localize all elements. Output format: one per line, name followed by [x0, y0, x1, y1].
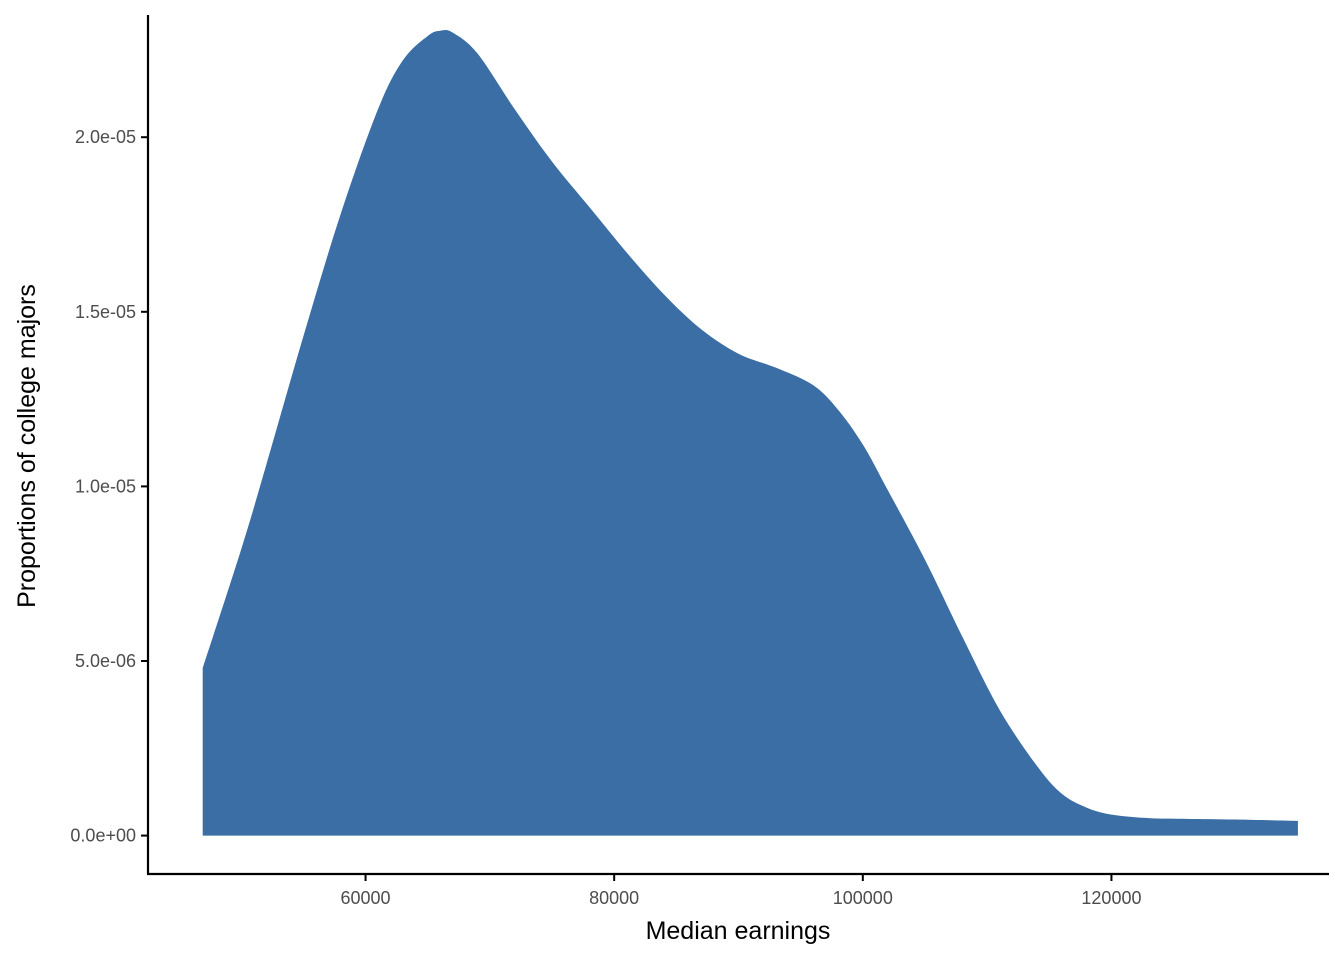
density-area [202, 29, 1298, 836]
y-axis-ticks: 0.0e+00 5.0e-06 1.0e-05 1.5e-05 2.0e-05 [70, 127, 148, 846]
x-axis-title: Median earnings [646, 917, 831, 945]
x-tick-label: 120000 [1081, 888, 1141, 908]
y-tick-label: 1.5e-05 [75, 302, 136, 322]
y-tick-label: 2.0e-05 [75, 127, 136, 147]
x-axis-ticks: 60000 80000 100000 120000 [341, 874, 1141, 908]
y-tick-label: 0.0e+00 [70, 826, 136, 846]
y-tick-label: 5.0e-06 [75, 651, 136, 671]
x-tick-label: 60000 [341, 888, 391, 908]
y-tick-label: 1.0e-05 [75, 476, 136, 496]
y-axis-title: Proportions of college majors [13, 284, 41, 608]
x-tick-label: 100000 [833, 888, 893, 908]
plot-area [202, 29, 1298, 836]
x-tick-label: 80000 [589, 888, 639, 908]
